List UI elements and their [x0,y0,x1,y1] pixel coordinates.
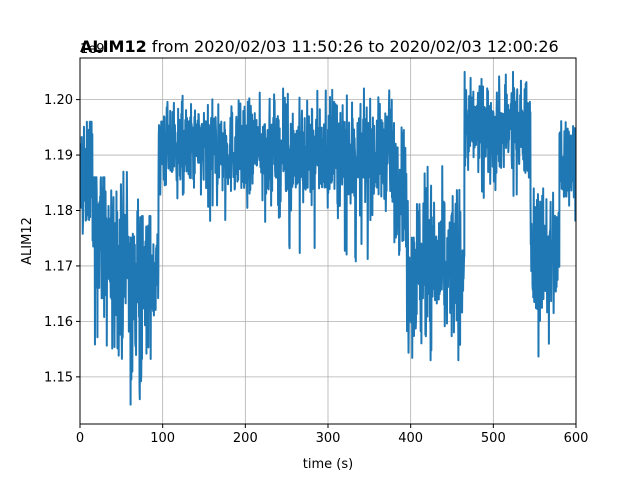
y-tick-label: 1.15 [44,370,73,385]
x-tick-label: 200 [233,431,258,446]
y-offset-text: 1e9 [80,42,105,57]
chart-title-bold: ALIM12 [80,37,147,56]
x-tick-label: 500 [481,431,506,446]
x-axis-label: time (s) [303,457,353,472]
y-tick-label: 1.16 [44,315,73,330]
series-line [80,70,576,406]
x-axis-ticks: 0 100 200 300 400 500 600 [76,424,589,446]
y-axis-label: ALIM12 [20,217,35,265]
x-tick-label: 600 [564,431,589,446]
plot-area [80,70,576,406]
x-tick-label: 400 [398,431,423,446]
y-tick-label: 1.20 [44,93,73,108]
x-tick-label: 300 [316,431,341,446]
x-tick-label: 100 [150,431,175,446]
y-tick-label: 1.18 [44,204,73,219]
x-tick-label: 0 [76,431,84,446]
chart-title: ALIM12 from 2020/02/03 11:50:26 to 2020/… [80,37,559,56]
y-tick-label: 1.17 [44,259,73,274]
y-axis-ticks: 1.15 1.16 1.17 1.18 1.19 1.20 [44,93,80,385]
y-tick-label: 1.19 [44,149,73,164]
chart-title-rest: from 2020/02/03 11:50:26 to 2020/02/03 1… [147,37,559,56]
